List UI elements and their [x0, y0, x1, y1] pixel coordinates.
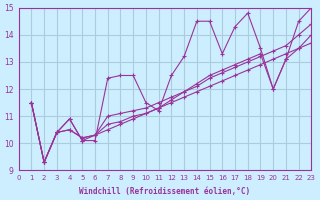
X-axis label: Windchill (Refroidissement éolien,°C): Windchill (Refroidissement éolien,°C) [79, 187, 251, 196]
